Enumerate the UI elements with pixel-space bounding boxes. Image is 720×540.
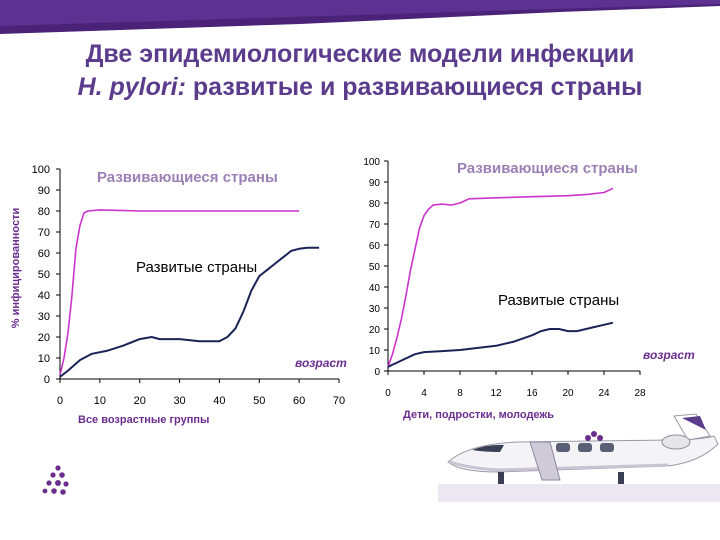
x-tick-label: 12: [490, 388, 502, 399]
legend-developed-left: Развитые страны: [136, 259, 257, 276]
page-title: Две эпидемиологические модели инфекции H…: [0, 38, 720, 104]
x-note-right: возраст: [643, 348, 695, 362]
y-tick-label: 70: [369, 220, 381, 231]
title-pathogen: H. pylori:: [77, 73, 186, 101]
airplane-picture: [438, 413, 720, 502]
series-line-developing: [59, 209, 300, 375]
x-tick-label: 10: [94, 395, 106, 407]
series-line-developed: [387, 321, 614, 368]
x-tick-label: 0: [385, 388, 391, 399]
x-tick-label: 20: [562, 388, 574, 399]
series-line-developing: [387, 187, 614, 368]
y-tick-label: 60: [369, 241, 381, 252]
x-note-left: возраст: [295, 356, 347, 370]
y-tick-label: 80: [369, 199, 381, 210]
y-tick-label: 10: [369, 346, 381, 357]
legend-developing-right: Развивающиеся страны: [457, 160, 638, 177]
legend-developed-right: Развитые страны: [498, 292, 619, 309]
y-tick-label: 80: [38, 206, 50, 218]
plot-area-right: 0 10 20 30 40 50 60 70 80 90 100 0 4 8 12 16 20 24 28: [363, 157, 646, 399]
top-banner: [0, 0, 720, 34]
company-logo: [42, 465, 69, 495]
x-tick-label: 16: [526, 388, 538, 399]
y-tick-label: 20: [38, 332, 50, 344]
x-tick-label: 60: [293, 395, 305, 407]
x-tick-label: 50: [253, 395, 265, 407]
x-tick-label: 0: [57, 395, 63, 407]
y-tick-label: 0: [374, 367, 380, 378]
x-tick-label: 70: [333, 395, 345, 407]
x-tick-label: 4: [421, 388, 427, 399]
x-tick-label: 40: [213, 395, 225, 407]
title-line-1: Две эпидемиологические модели инфекции: [85, 40, 635, 68]
y-tick-label: 20: [369, 325, 381, 336]
y-tick-label: 30: [369, 304, 381, 315]
plot-area-left: 0 10 20 30 40 50 60 70 80 90 100 0 10 20 30 40 50 60 70: [32, 164, 345, 407]
x-tick-label: 20: [134, 395, 146, 407]
y-tick-label: 60: [38, 248, 50, 260]
y-tick-label: 40: [38, 290, 50, 302]
y-tick-label: 100: [32, 164, 50, 176]
y-tick-label: 0: [44, 374, 50, 386]
y-tick-label: 10: [38, 353, 50, 365]
x-caption-left: Все возрастные группы: [78, 414, 209, 426]
x-tick-label: 30: [173, 395, 185, 407]
x-tick-label: 24: [598, 388, 610, 399]
x-tick-label: 8: [457, 388, 463, 399]
y-tick-label: 40: [369, 283, 381, 294]
legend-developing-left: Развивающиеся страны: [97, 169, 278, 186]
y-tick-label: 50: [38, 269, 50, 281]
series-line-developed: [59, 246, 320, 378]
title-line-2: H. pylori: развитые и развивающиеся стра…: [0, 71, 720, 104]
y-tick-label: 50: [369, 262, 381, 273]
y-tick-label: 90: [369, 178, 381, 189]
y-tick-label: 100: [363, 157, 380, 168]
x-tick-label: 28: [634, 388, 646, 399]
title-line-2-rest: развитые и развивающиеся страны: [185, 73, 643, 101]
y-tick-label: 70: [38, 227, 50, 239]
y-tick-label: 90: [38, 185, 50, 197]
x-caption-right: Дети, подростки, молодежь: [403, 409, 554, 421]
y-tick-label: 30: [38, 311, 50, 323]
